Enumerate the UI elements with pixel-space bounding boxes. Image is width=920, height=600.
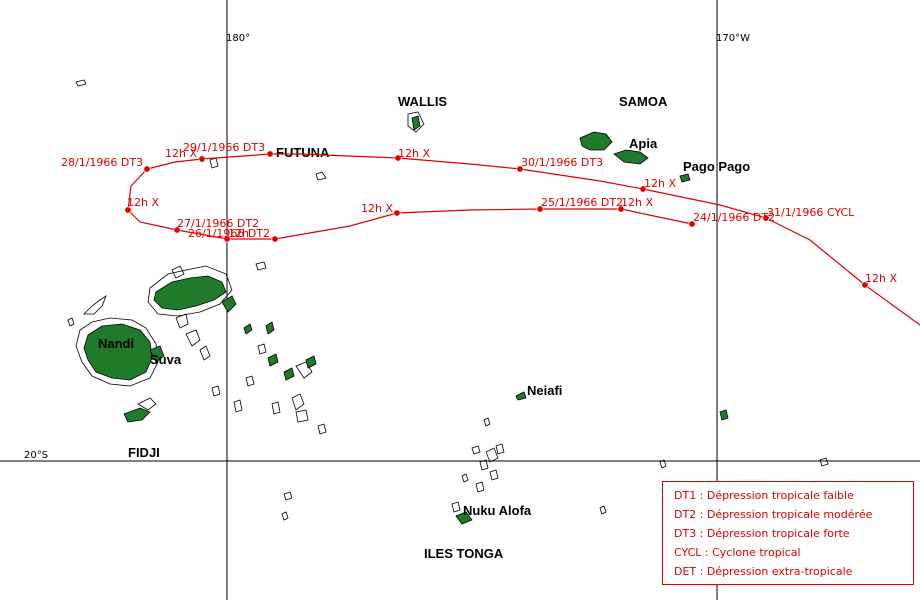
track-point-28 xyxy=(143,165,151,173)
label-samoa: SAMOA xyxy=(619,94,668,109)
fiji-islands xyxy=(67,261,327,435)
track-label-31: 31/1/1966 CYCL xyxy=(767,206,855,219)
track-label-28: 28/1/1966 DT3 xyxy=(61,156,143,169)
track-label-26-12h: 12h xyxy=(228,227,249,240)
track-point-25-12h xyxy=(393,209,401,217)
track-point-31 xyxy=(762,214,770,222)
track-label-29-12h: 12h X xyxy=(398,147,430,160)
label-suva: Suva xyxy=(150,352,182,367)
track-point-26-12h xyxy=(223,235,231,243)
grid-label-170w: 170°W xyxy=(716,33,750,44)
track-label-26: 26/1/1966 DT2 xyxy=(188,227,270,240)
track-label-25: 25/1/1966 DT2 xyxy=(541,196,623,209)
label-nuku-alofa: Nuku Alofa xyxy=(463,503,532,518)
grid-label-20s: 20°S xyxy=(24,450,48,461)
track-point-29-12h xyxy=(394,154,402,162)
track-label-28-12h: 12h X xyxy=(165,147,197,160)
track-point-28-12h xyxy=(198,155,206,163)
label-wallis: WALLIS xyxy=(398,94,447,109)
track-point-29 xyxy=(266,150,274,158)
track-label-30-12h: 12h X xyxy=(644,177,676,190)
track-label-31-12h: 12h X xyxy=(865,272,897,285)
legend-item-dt3: DT3 : Dépression tropicale forte xyxy=(674,527,850,540)
legend-box: DT1 : Dépression tropicale faible DT2 : … xyxy=(662,481,914,585)
track-label-24: 24/1/1966 DT2 xyxy=(693,211,775,224)
track-label-27-12h: 12h X xyxy=(127,196,159,209)
legend-item-dt1: DT1 : Dépression tropicale faible xyxy=(674,489,854,502)
track-point-31-12h xyxy=(861,281,869,289)
track-label-25-12h: 12h X xyxy=(361,202,393,215)
legend-item-dt2: DT2 : Dépression tropicale modérée xyxy=(674,508,873,521)
track-labels: 24/1/1966 DT2 12h X 25/1/1966 DT2 12h X … xyxy=(61,141,897,285)
track-label-24-12h: 12h X xyxy=(621,196,653,209)
track-label-29: 29/1/1966 DT3 xyxy=(183,141,265,154)
track-positions xyxy=(124,150,869,289)
label-futuna: FUTUNA xyxy=(276,145,330,160)
label-apia: Apia xyxy=(629,136,658,151)
track-point-25 xyxy=(536,205,544,213)
label-nandi: Nandi xyxy=(98,336,134,351)
tonga-islands xyxy=(281,391,829,525)
track-point-24-12h xyxy=(617,205,625,213)
cyclone-track-line xyxy=(127,153,920,326)
track-point-27-12h xyxy=(124,206,132,214)
track-point-30-12h xyxy=(639,185,647,193)
label-neiafi: Neiafi xyxy=(527,383,562,398)
track-point-26 xyxy=(271,235,279,243)
samoa-islands xyxy=(579,131,691,183)
grid-label-180: 180° xyxy=(226,33,250,44)
label-pago-pago: Pago Pago xyxy=(683,159,750,174)
label-fidji: FIDJI xyxy=(128,445,160,460)
track-label-30: 30/1/1966 DT3 xyxy=(521,156,603,169)
label-iles-tonga: ILES TONGA xyxy=(424,546,504,561)
track-label-27: 27/1/1966 DT2 xyxy=(177,217,259,230)
legend-item-cycl: CYCL : Cyclone tropical xyxy=(674,546,801,559)
track-point-30 xyxy=(516,165,524,173)
track-point-27 xyxy=(173,226,181,234)
legend-item-det: DET : Dépression extra-tropicale xyxy=(674,565,853,578)
track-point-24 xyxy=(688,220,696,228)
